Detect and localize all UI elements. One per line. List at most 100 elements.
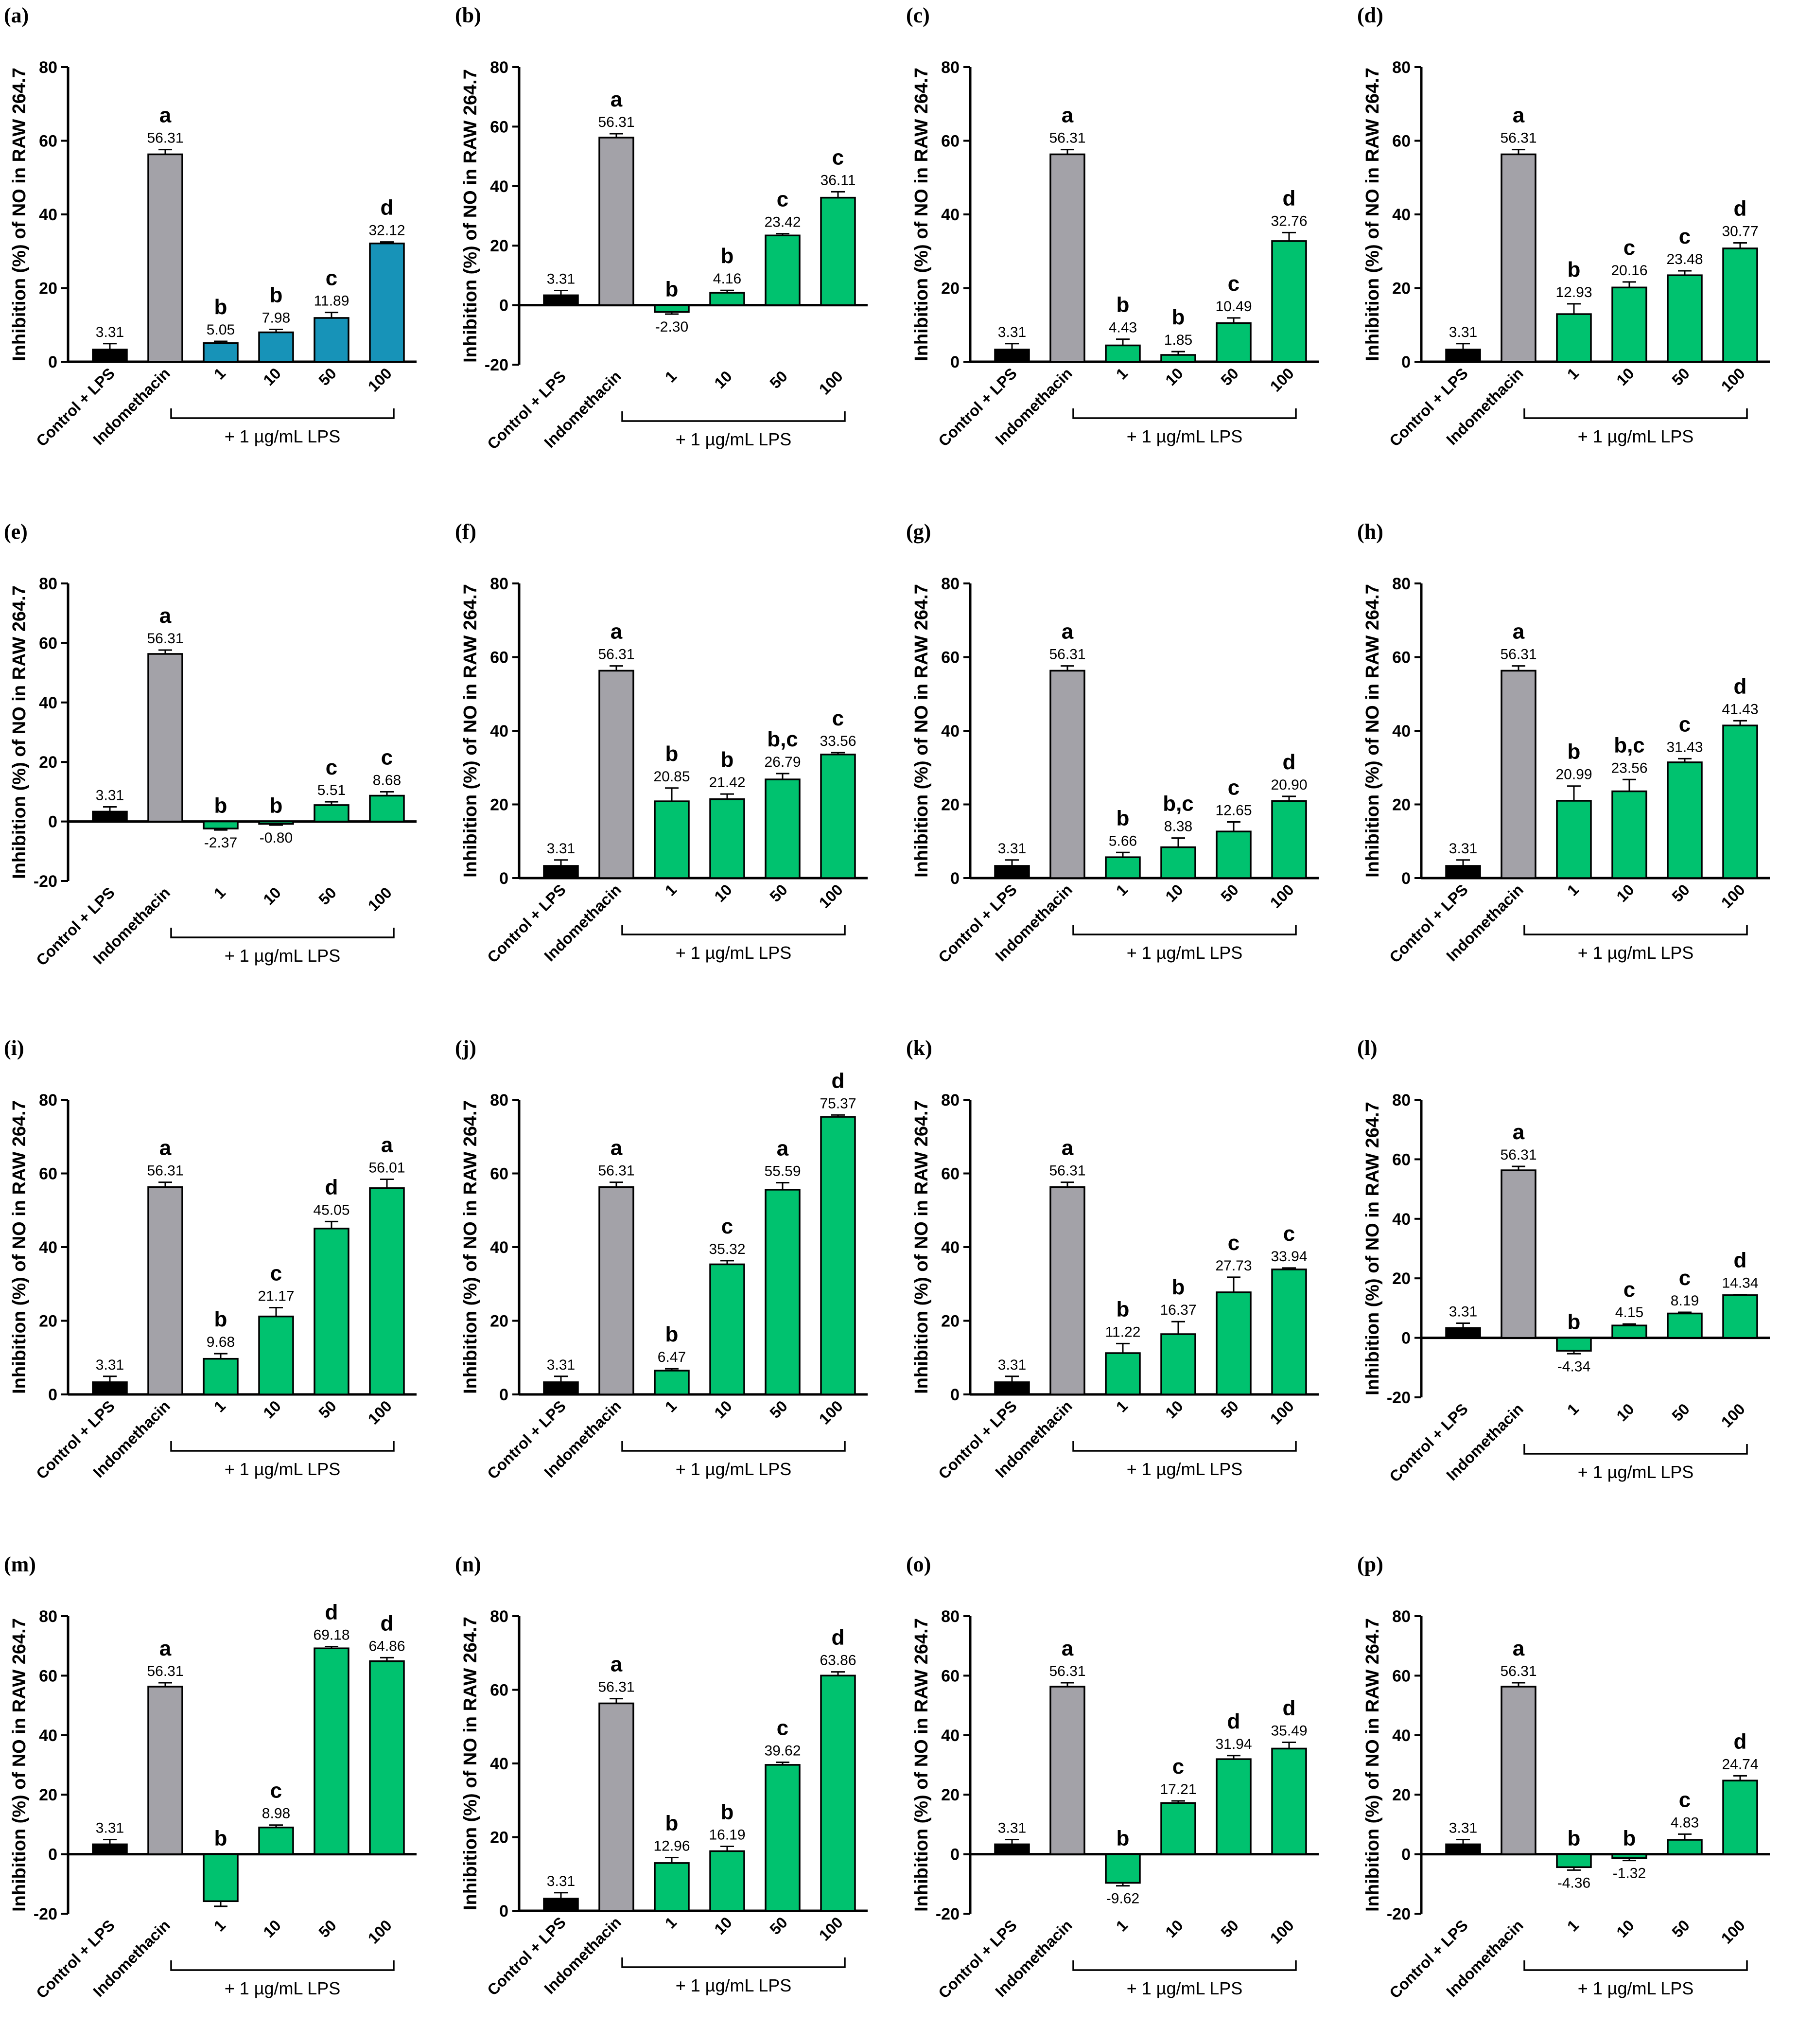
category-label: 100 (365, 364, 395, 395)
y-axis-title: Inhibition (%) of NO in RAW 264.7 (9, 1100, 30, 1394)
error-bar (214, 340, 227, 343)
bar-1 (203, 1853, 239, 1903)
error-bar (831, 191, 845, 198)
error-bar (610, 1698, 623, 1704)
error-bar (214, 828, 227, 831)
error-bar (1282, 1267, 1296, 1269)
data-label: 5.66 (1109, 833, 1137, 849)
data-label: 23.42 (764, 214, 801, 230)
bar-1 (1105, 1352, 1141, 1395)
bar-indomethacin (1049, 1186, 1085, 1395)
category-label: 50 (1668, 881, 1693, 905)
error-bar (665, 1368, 679, 1371)
y-tick-label: 20 (39, 1312, 57, 1331)
category-label: 100 (1718, 881, 1748, 911)
significance-letter: b (1117, 1827, 1130, 1850)
category-label: 10 (711, 881, 735, 905)
panel-label: (b) (455, 3, 481, 27)
group-label: + 1 µg/mL LPS (1127, 426, 1243, 446)
y-tick-label: 60 (941, 649, 960, 667)
data-label: -1.32 (1613, 1866, 1646, 1882)
y-tick-label: 20 (1392, 280, 1411, 298)
data-label: 4.16 (713, 271, 741, 287)
data-label: 3.31 (998, 841, 1026, 857)
data-label: 4.83 (1671, 1815, 1699, 1831)
category-label: 50 (315, 1397, 340, 1422)
y-tick-label: 40 (941, 1727, 960, 1745)
data-label: 6.47 (658, 1349, 686, 1365)
data-label: 56.31 (598, 647, 634, 663)
category-label: 1 (1113, 881, 1131, 899)
bar-10 (258, 820, 294, 825)
y-tick-label: 80 (941, 1607, 960, 1626)
y-axis-title: Inhibition (%) of NO in RAW 264.7 (460, 1100, 481, 1394)
data-label: 16.37 (1160, 1302, 1196, 1318)
significance-letter: b (1568, 1827, 1581, 1850)
y-axis-title: Inhibition (%) of NO in RAW 264.7 (1362, 1618, 1383, 1912)
group-label: + 1 µg/mL LPS (225, 1459, 341, 1479)
chart-panel-k: (k) Inhibition (%) of NO in RAW 264.7 0 20 4… (906, 1036, 1319, 1482)
error-bar (1512, 1682, 1525, 1687)
bar-50 (1216, 322, 1252, 363)
group-label: + 1 µg/mL LPS (225, 426, 341, 446)
data-label: 36.11 (820, 172, 856, 188)
y-tick-label: 80 (1392, 1091, 1411, 1110)
significance-letter: a (1513, 1120, 1525, 1144)
significance-letter: b (1568, 258, 1581, 282)
error-bar (554, 290, 568, 296)
category-label: 100 (1718, 1400, 1748, 1430)
y-tick-label: 60 (39, 1667, 57, 1685)
bar-1 (1556, 313, 1592, 363)
error-bar (1005, 1839, 1019, 1845)
bar-control-lps (543, 294, 579, 306)
data-label: 3.31 (998, 324, 1026, 340)
significance-letter: c (1679, 225, 1691, 248)
y-tick-label: 0 (950, 353, 960, 371)
bar-control-lps (92, 1381, 128, 1395)
significance-letter: b (214, 794, 227, 818)
data-label: 11.22 (1105, 1324, 1141, 1340)
data-label: 33.56 (820, 733, 856, 749)
data-label: 32.76 (1271, 213, 1307, 229)
group-bracket (1072, 1441, 1297, 1452)
significance-letter: c (721, 1215, 733, 1238)
error-bar (1678, 1311, 1692, 1314)
category-label: 10 (711, 1913, 735, 1938)
bar-100 (369, 242, 405, 363)
y-tick-label: 60 (39, 634, 57, 652)
bar-1 (1105, 344, 1141, 363)
category-label: 100 (365, 1397, 395, 1427)
error-bar (103, 343, 117, 350)
y-tick-label: 0 (1401, 353, 1411, 371)
panel-label: (e) (4, 520, 28, 544)
significance-letter: b (1117, 806, 1130, 830)
significance-letter: c (1679, 1266, 1691, 1290)
error-bar (1456, 1839, 1470, 1845)
significance-letter: a (159, 1136, 172, 1160)
significance-letter: c (326, 266, 337, 290)
significance-letter: b (1117, 293, 1130, 317)
chart-panel-l: (l) Inhibition (%) of NO in RAW 264.7-20 0… (1357, 1036, 1770, 1485)
category-label: 50 (1217, 881, 1242, 905)
group-bracket (621, 1441, 846, 1452)
error-bar (720, 1846, 734, 1851)
error-bar (1456, 1322, 1470, 1328)
y-tick-label: 80 (1392, 575, 1411, 593)
significance-letter: d (1283, 186, 1296, 210)
data-label: 35.49 (1271, 1723, 1307, 1739)
category-label: 1 (1113, 1916, 1131, 1935)
significance-letter: c (270, 1779, 282, 1803)
data-label: 45.05 (313, 1202, 349, 1218)
group-label: + 1 µg/mL LPS (1127, 1978, 1243, 1998)
data-label: 56.31 (1049, 647, 1085, 663)
bar-control-lps (1445, 1327, 1481, 1339)
bar-100 (1722, 1294, 1758, 1339)
y-tick-label: -20 (34, 872, 57, 891)
category-label: 50 (1217, 1916, 1242, 1941)
significance-letter: a (159, 1637, 172, 1660)
group-label: + 1 µg/mL LPS (1578, 1462, 1694, 1482)
bar-10 (1160, 1333, 1196, 1395)
data-label: -4.36 (1557, 1875, 1590, 1891)
error-bar (1567, 1867, 1581, 1871)
bar-indomethacin (147, 653, 183, 823)
